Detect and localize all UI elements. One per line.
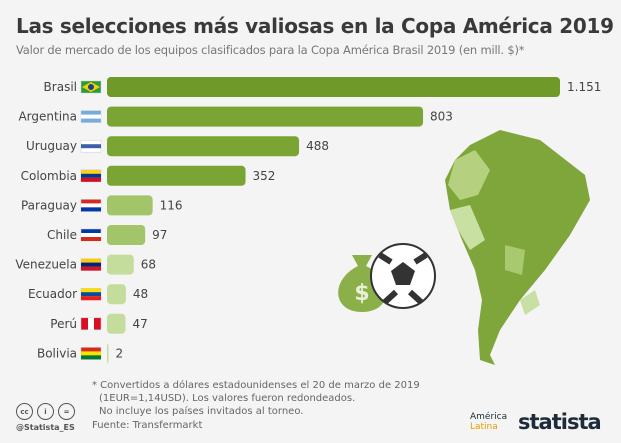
chart-subtitle: Valor de mercado de los equipos clasific… (16, 43, 525, 57)
south-america-map (445, 130, 590, 365)
bar-bolivia (107, 343, 109, 364)
note-line: (1EUR=1,14USD). Los valores fueron redon… (99, 393, 356, 404)
flag-detail (81, 351, 101, 356)
flag-detail (81, 266, 101, 271)
statista-logo[interactable]: statista (518, 410, 602, 434)
money-bag-icon: $ (338, 255, 387, 312)
partner-logo: América Latina (470, 412, 507, 432)
flag-detail (81, 173, 101, 178)
value-label: 803 (430, 110, 453, 124)
partner-line1: América (470, 412, 508, 422)
soccer-ball-icon (370, 243, 436, 309)
category-label: Argentina (18, 110, 77, 124)
category-label: Uruguay (26, 139, 77, 153)
flag-detail (81, 262, 101, 267)
bar-paraguay (107, 195, 153, 216)
flag-detail (81, 292, 101, 297)
category-label: Ecuador (28, 287, 77, 301)
flag-detail (88, 317, 94, 330)
flag-detail (81, 114, 101, 119)
partner-line2: Latina (470, 422, 498, 432)
value-label: 116 (160, 198, 183, 212)
category-label: Paraguay (21, 198, 77, 212)
flag-detail (81, 355, 101, 360)
value-label: 48 (133, 287, 148, 301)
note-line: No incluye los países invitados al torne… (99, 406, 304, 417)
flag-detail (88, 84, 94, 90)
value-label: 68 (141, 258, 156, 272)
bar-uruguay (107, 136, 300, 157)
bar-perú (107, 313, 126, 334)
flag-detail (81, 203, 101, 208)
license-icons: cc i = (16, 403, 75, 420)
bar-venezuela (107, 254, 134, 275)
bar-chile (107, 225, 146, 245)
source: Fuente: Transfermarkt (92, 420, 203, 431)
flag-detail (81, 233, 101, 237)
flag-detail (81, 237, 101, 241)
category-label: Bolivia (37, 346, 77, 360)
cc-icon: cc (16, 403, 33, 420)
value-label: 2 (116, 346, 124, 360)
bar-colombia (107, 165, 246, 186)
nd-icon: = (58, 403, 75, 420)
value-label: 1.151 (567, 80, 601, 94)
footnotes: * Convertidos a dólares estadounidenses … (92, 379, 420, 418)
note-line: * Convertidos a dólares estadounidenses … (92, 380, 420, 391)
svg-text:$: $ (354, 281, 369, 306)
bar-ecuador (107, 284, 126, 305)
chart-title: Las selecciones más valiosas en la Copa … (16, 14, 614, 38)
flag-detail (81, 207, 101, 212)
category-label: Colombia (21, 169, 77, 183)
category-label: Perú (50, 317, 77, 331)
category-label: Brasil (44, 80, 77, 94)
flag-detail (81, 177, 101, 182)
value-label: 47 (132, 317, 147, 331)
flag-detail (81, 296, 101, 301)
by-icon: i (37, 403, 54, 420)
value-label: 352 (253, 169, 276, 183)
bar-argentina (107, 106, 424, 127)
value-label: 97 (152, 228, 167, 242)
flag-detail (81, 144, 101, 149)
social-handle[interactable]: @Statista_ES (16, 423, 75, 432)
category-label: Venezuela (15, 258, 77, 272)
category-label: Chile (47, 228, 77, 242)
value-label: 488 (306, 139, 329, 153)
bar-brasil (107, 77, 560, 97)
